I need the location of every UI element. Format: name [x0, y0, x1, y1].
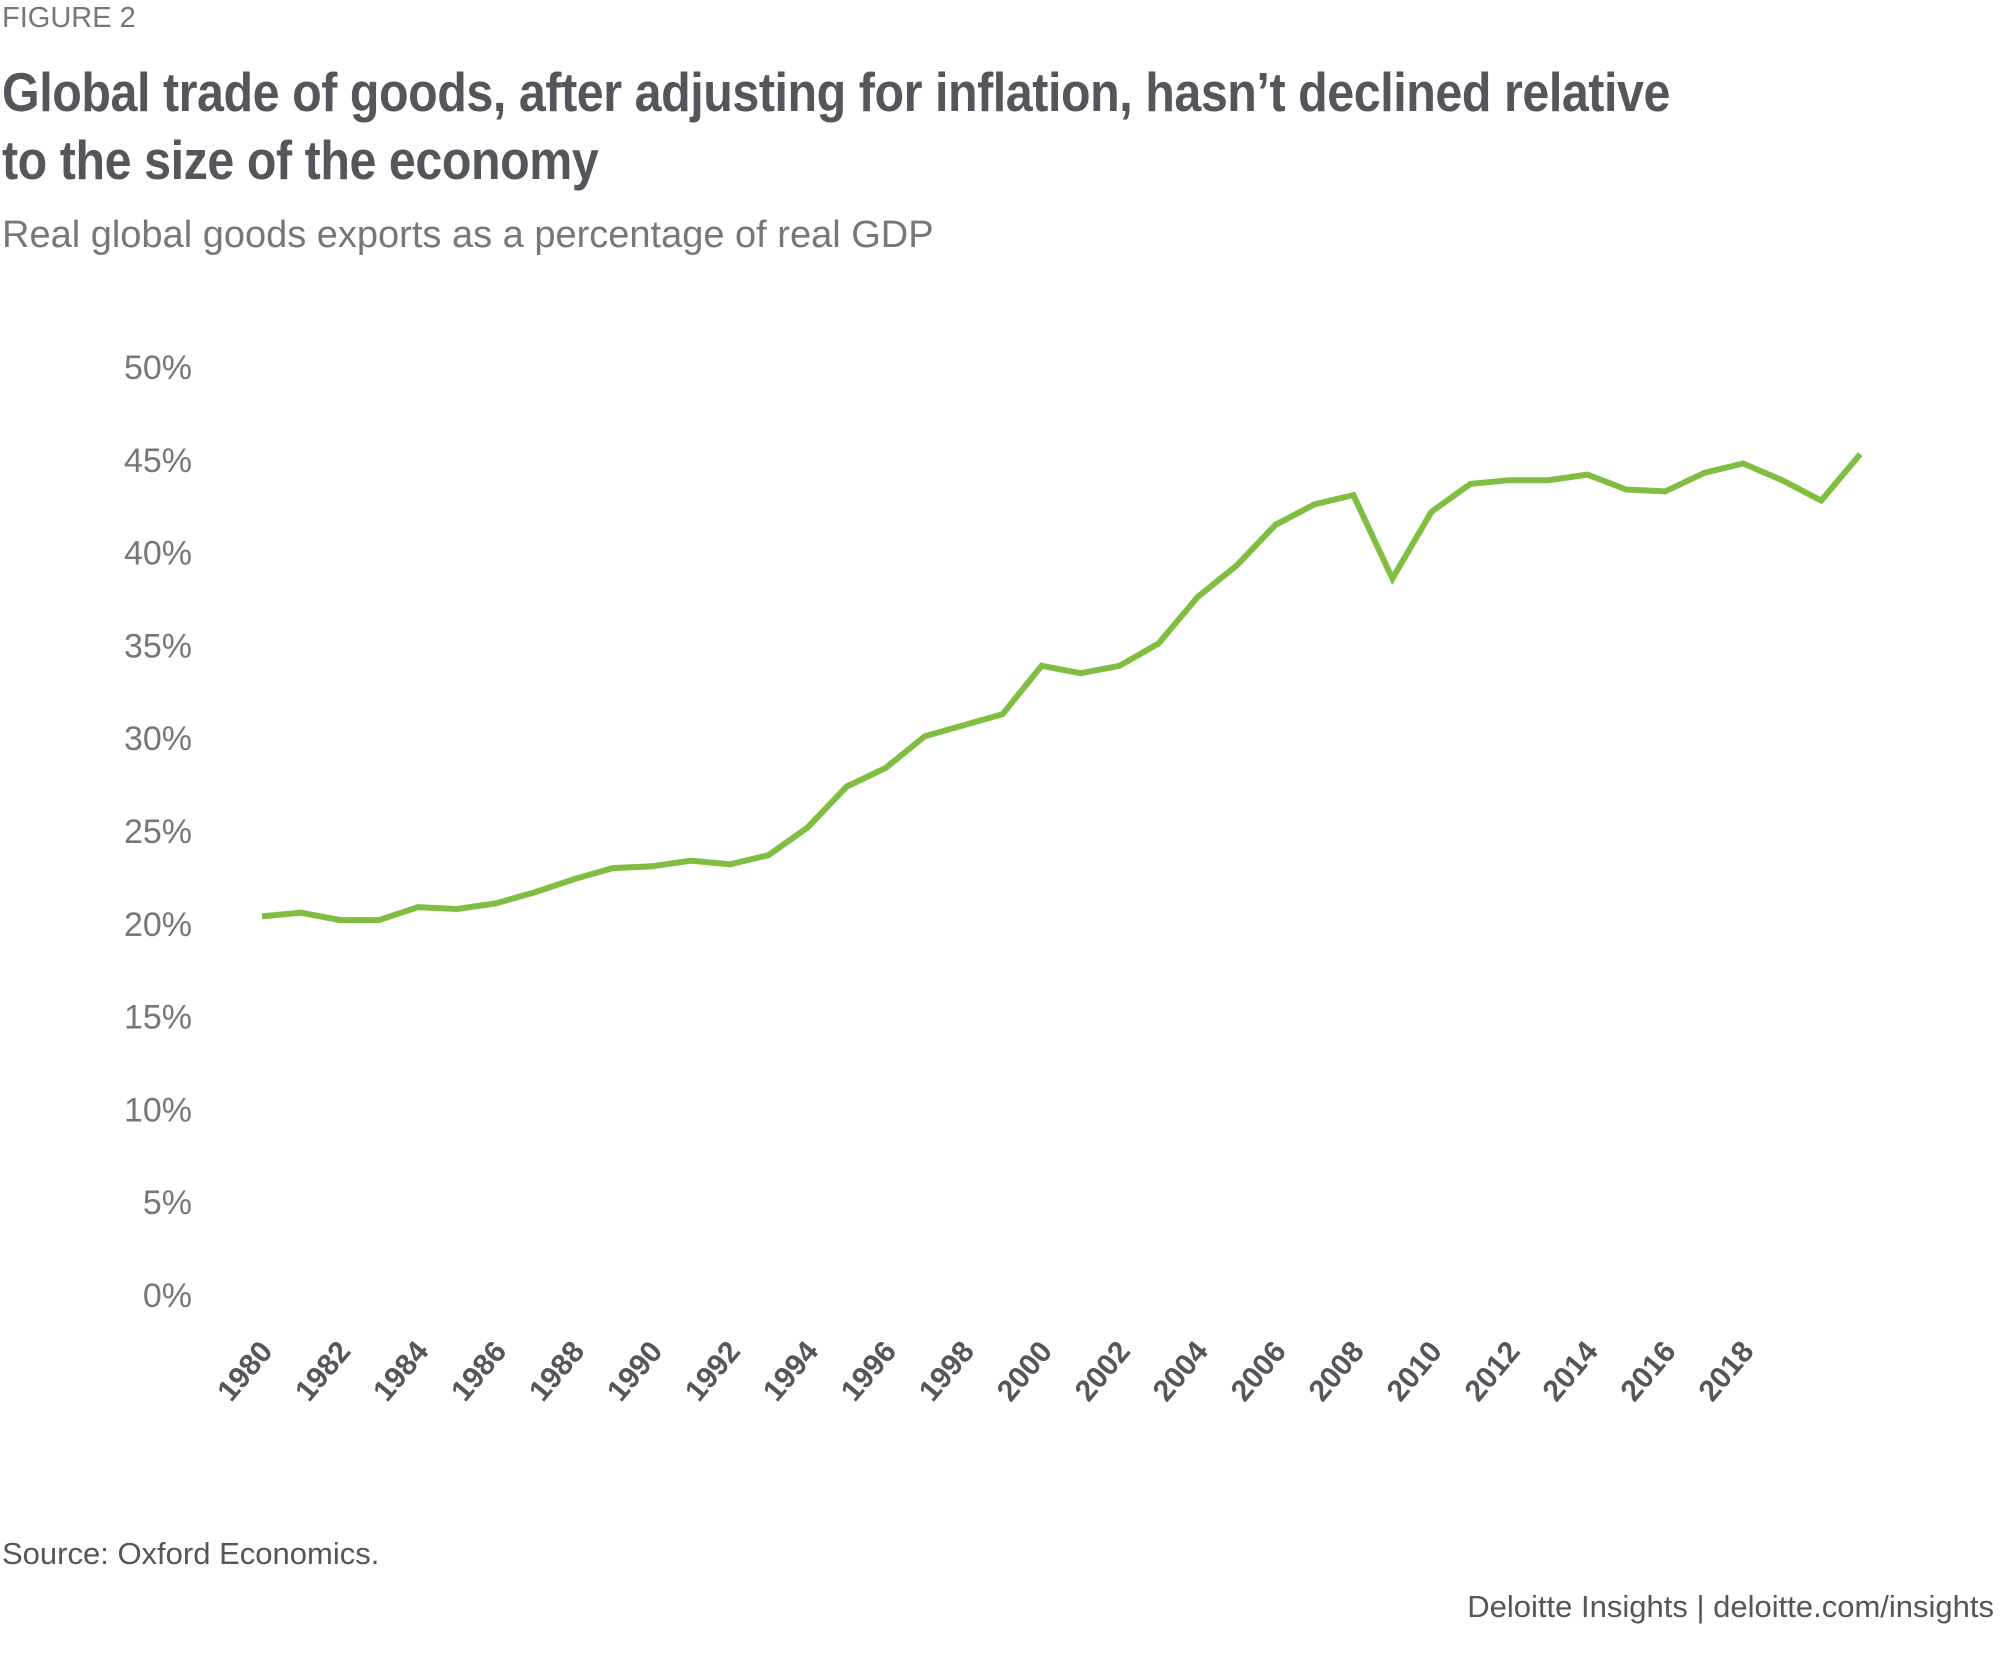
x-tick-label: 2008	[1303, 1335, 1371, 1407]
y-tick-label: 40%	[124, 535, 192, 573]
y-tick-label: 10%	[124, 1091, 192, 1129]
x-tick-label: 1988	[523, 1335, 591, 1407]
series-line	[261, 452, 1863, 924]
x-tick-label: 1998	[913, 1335, 981, 1407]
y-tick-label: 0%	[143, 1277, 192, 1315]
x-tick-label: 2010	[1381, 1335, 1449, 1407]
x-tick-label: 2018	[1692, 1335, 1760, 1407]
x-tick-label: 2016	[1614, 1335, 1682, 1407]
x-tick-label: 1982	[289, 1335, 357, 1407]
y-tick-label: 30%	[124, 720, 192, 758]
x-tick-label: 1990	[601, 1335, 669, 1407]
y-tick-label: 25%	[124, 813, 192, 851]
y-tick-label: 45%	[124, 442, 192, 480]
source-note: Source: Oxford Economics.	[2, 1536, 380, 1571]
y-axis: 0% 5% 10% 15% 20% 25% 30% 35% 40% 45% 50%	[124, 349, 192, 1315]
x-tick-label: 2004	[1147, 1335, 1215, 1408]
x-tick-label: 1986	[445, 1335, 513, 1407]
line-chart: 0% 5% 10% 15% 20% 25% 30% 35% 40% 45% 50% 1980 1982…	[124, 349, 1863, 1408]
y-tick-label: 5%	[143, 1184, 192, 1222]
x-tick-label: 1984	[367, 1335, 435, 1408]
y-tick-label: 50%	[124, 349, 192, 387]
x-tick-label: 2000	[991, 1335, 1059, 1407]
y-tick-label: 35%	[124, 627, 192, 665]
figure-label: FIGURE 2	[2, 2, 136, 34]
y-tick-label: 15%	[124, 999, 192, 1037]
x-tick-label: 2006	[1225, 1335, 1293, 1407]
y-tick-label: 20%	[124, 906, 192, 944]
x-tick-label: 1992	[679, 1335, 747, 1407]
x-tick-label: 1994	[757, 1335, 825, 1408]
x-tick-label: 2012	[1459, 1335, 1527, 1407]
series-group	[261, 452, 1863, 924]
chart-title: Global trade of goods, after adjusting f…	[2, 61, 1670, 191]
x-tick-label: 1996	[835, 1335, 903, 1407]
x-tick-label: 2014	[1536, 1335, 1604, 1408]
x-tick-label: 2002	[1069, 1335, 1137, 1407]
publisher-credit: Deloitte Insights | deloitte.com/insight…	[1467, 1589, 1994, 1624]
x-tick-label: 1980	[211, 1335, 279, 1407]
x-axis: 1980 1982 1984 1986 1988 1990 1992 1994 1996 1998…	[211, 1335, 1760, 1408]
chart-subtitle: Real global goods exports as a percentag…	[2, 214, 934, 256]
